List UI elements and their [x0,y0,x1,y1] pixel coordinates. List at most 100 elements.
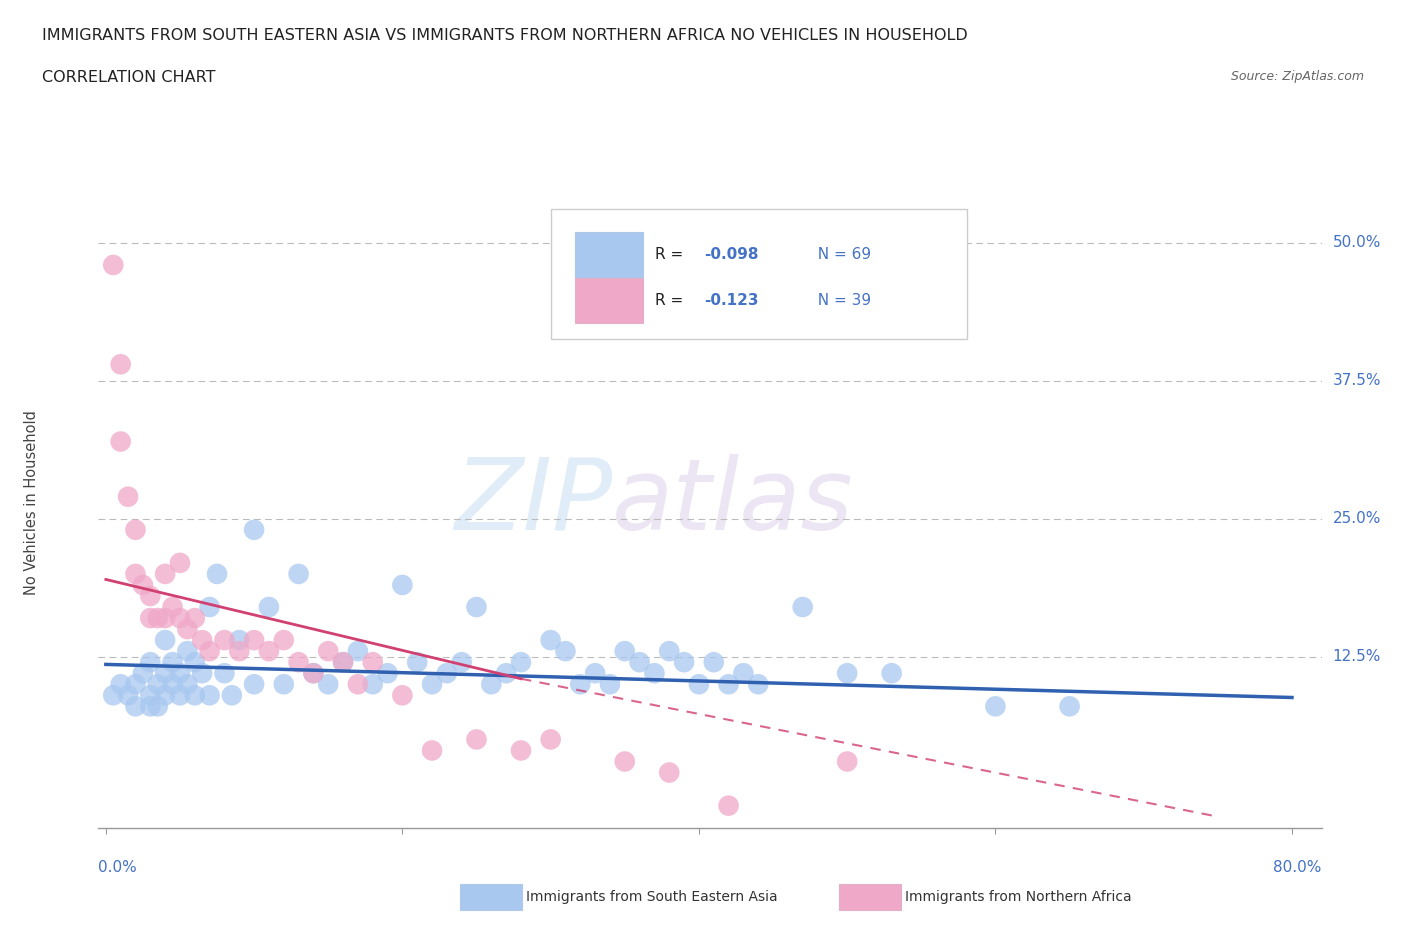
Point [162,677,184,692]
Point [153,688,176,703]
Text: R =: R = [655,247,688,262]
Point [110,434,132,449]
Text: atlas: atlas [612,454,853,551]
Point [583,666,606,681]
Text: CORRELATION CHART: CORRELATION CHART [42,70,215,85]
Point [184,655,207,670]
Point [124,523,146,538]
Point [124,677,146,692]
Point [287,655,309,670]
Point [347,677,370,692]
Point [450,655,472,670]
Point [792,600,814,615]
Text: 25.0%: 25.0% [1333,512,1381,526]
Point [169,666,191,681]
Point [257,600,280,615]
Point [880,666,903,681]
Point [228,644,250,658]
Text: N = 39: N = 39 [808,293,870,308]
Point [302,666,325,681]
Text: 50.0%: 50.0% [1333,235,1381,250]
Point [420,677,443,692]
Point [139,655,162,670]
Point [837,666,859,681]
Point [347,644,370,658]
Point [406,655,429,670]
Point [169,611,191,626]
Point [658,644,681,658]
Point [257,644,280,658]
Point [465,732,488,747]
Text: No Vehicles in Household: No Vehicles in Household [24,410,38,594]
Point [688,677,710,692]
Point [361,677,384,692]
Point [273,632,295,647]
Point [184,611,207,626]
Text: -0.123: -0.123 [704,293,758,308]
Point [420,743,443,758]
Text: N = 69: N = 69 [808,247,870,262]
Point [703,655,725,670]
Text: -0.098: -0.098 [704,247,758,262]
Point [510,655,533,670]
Point [124,698,146,713]
Point [391,578,413,592]
Point [510,743,533,758]
Point [673,655,696,670]
Text: 80.0%: 80.0% [1274,860,1322,875]
Point [243,677,266,692]
Point [316,644,339,658]
Point [479,677,502,692]
Point [110,357,132,372]
Point [169,555,191,570]
Point [569,677,592,692]
Point [139,688,162,703]
Point [169,688,191,703]
Point [103,258,125,272]
Point [273,677,295,692]
Point [153,566,176,581]
Point [643,666,665,681]
Point [162,655,184,670]
Point [198,644,221,658]
Point [184,688,207,703]
Text: Source: ZipAtlas.com: Source: ZipAtlas.com [1230,70,1364,83]
Point [139,698,162,713]
Point [146,677,169,692]
Point [613,754,636,769]
Point [658,765,681,780]
Point [302,666,325,681]
Point [146,698,169,713]
Point [332,655,354,670]
Point [139,589,162,604]
Point [176,677,198,692]
Point [153,632,176,647]
Point [717,677,740,692]
Point [117,489,139,504]
Point [332,655,354,670]
Point [176,621,198,636]
Point [162,600,184,615]
Point [316,677,339,692]
Point [377,666,399,681]
Point [153,611,176,626]
Point [495,666,517,681]
Point [132,578,155,592]
Point [117,688,139,703]
Point [221,688,243,703]
Point [837,754,859,769]
Point [540,732,562,747]
Point [139,611,162,626]
Point [146,611,169,626]
Point [198,688,221,703]
Point [132,666,155,681]
Point [540,632,562,647]
Point [228,632,250,647]
Point [361,655,384,670]
Text: R =: R = [655,293,688,308]
Text: 0.0%: 0.0% [98,860,138,875]
Point [391,688,413,703]
Text: Immigrants from South Eastern Asia: Immigrants from South Eastern Asia [526,889,778,904]
Point [599,677,621,692]
Point [554,644,576,658]
